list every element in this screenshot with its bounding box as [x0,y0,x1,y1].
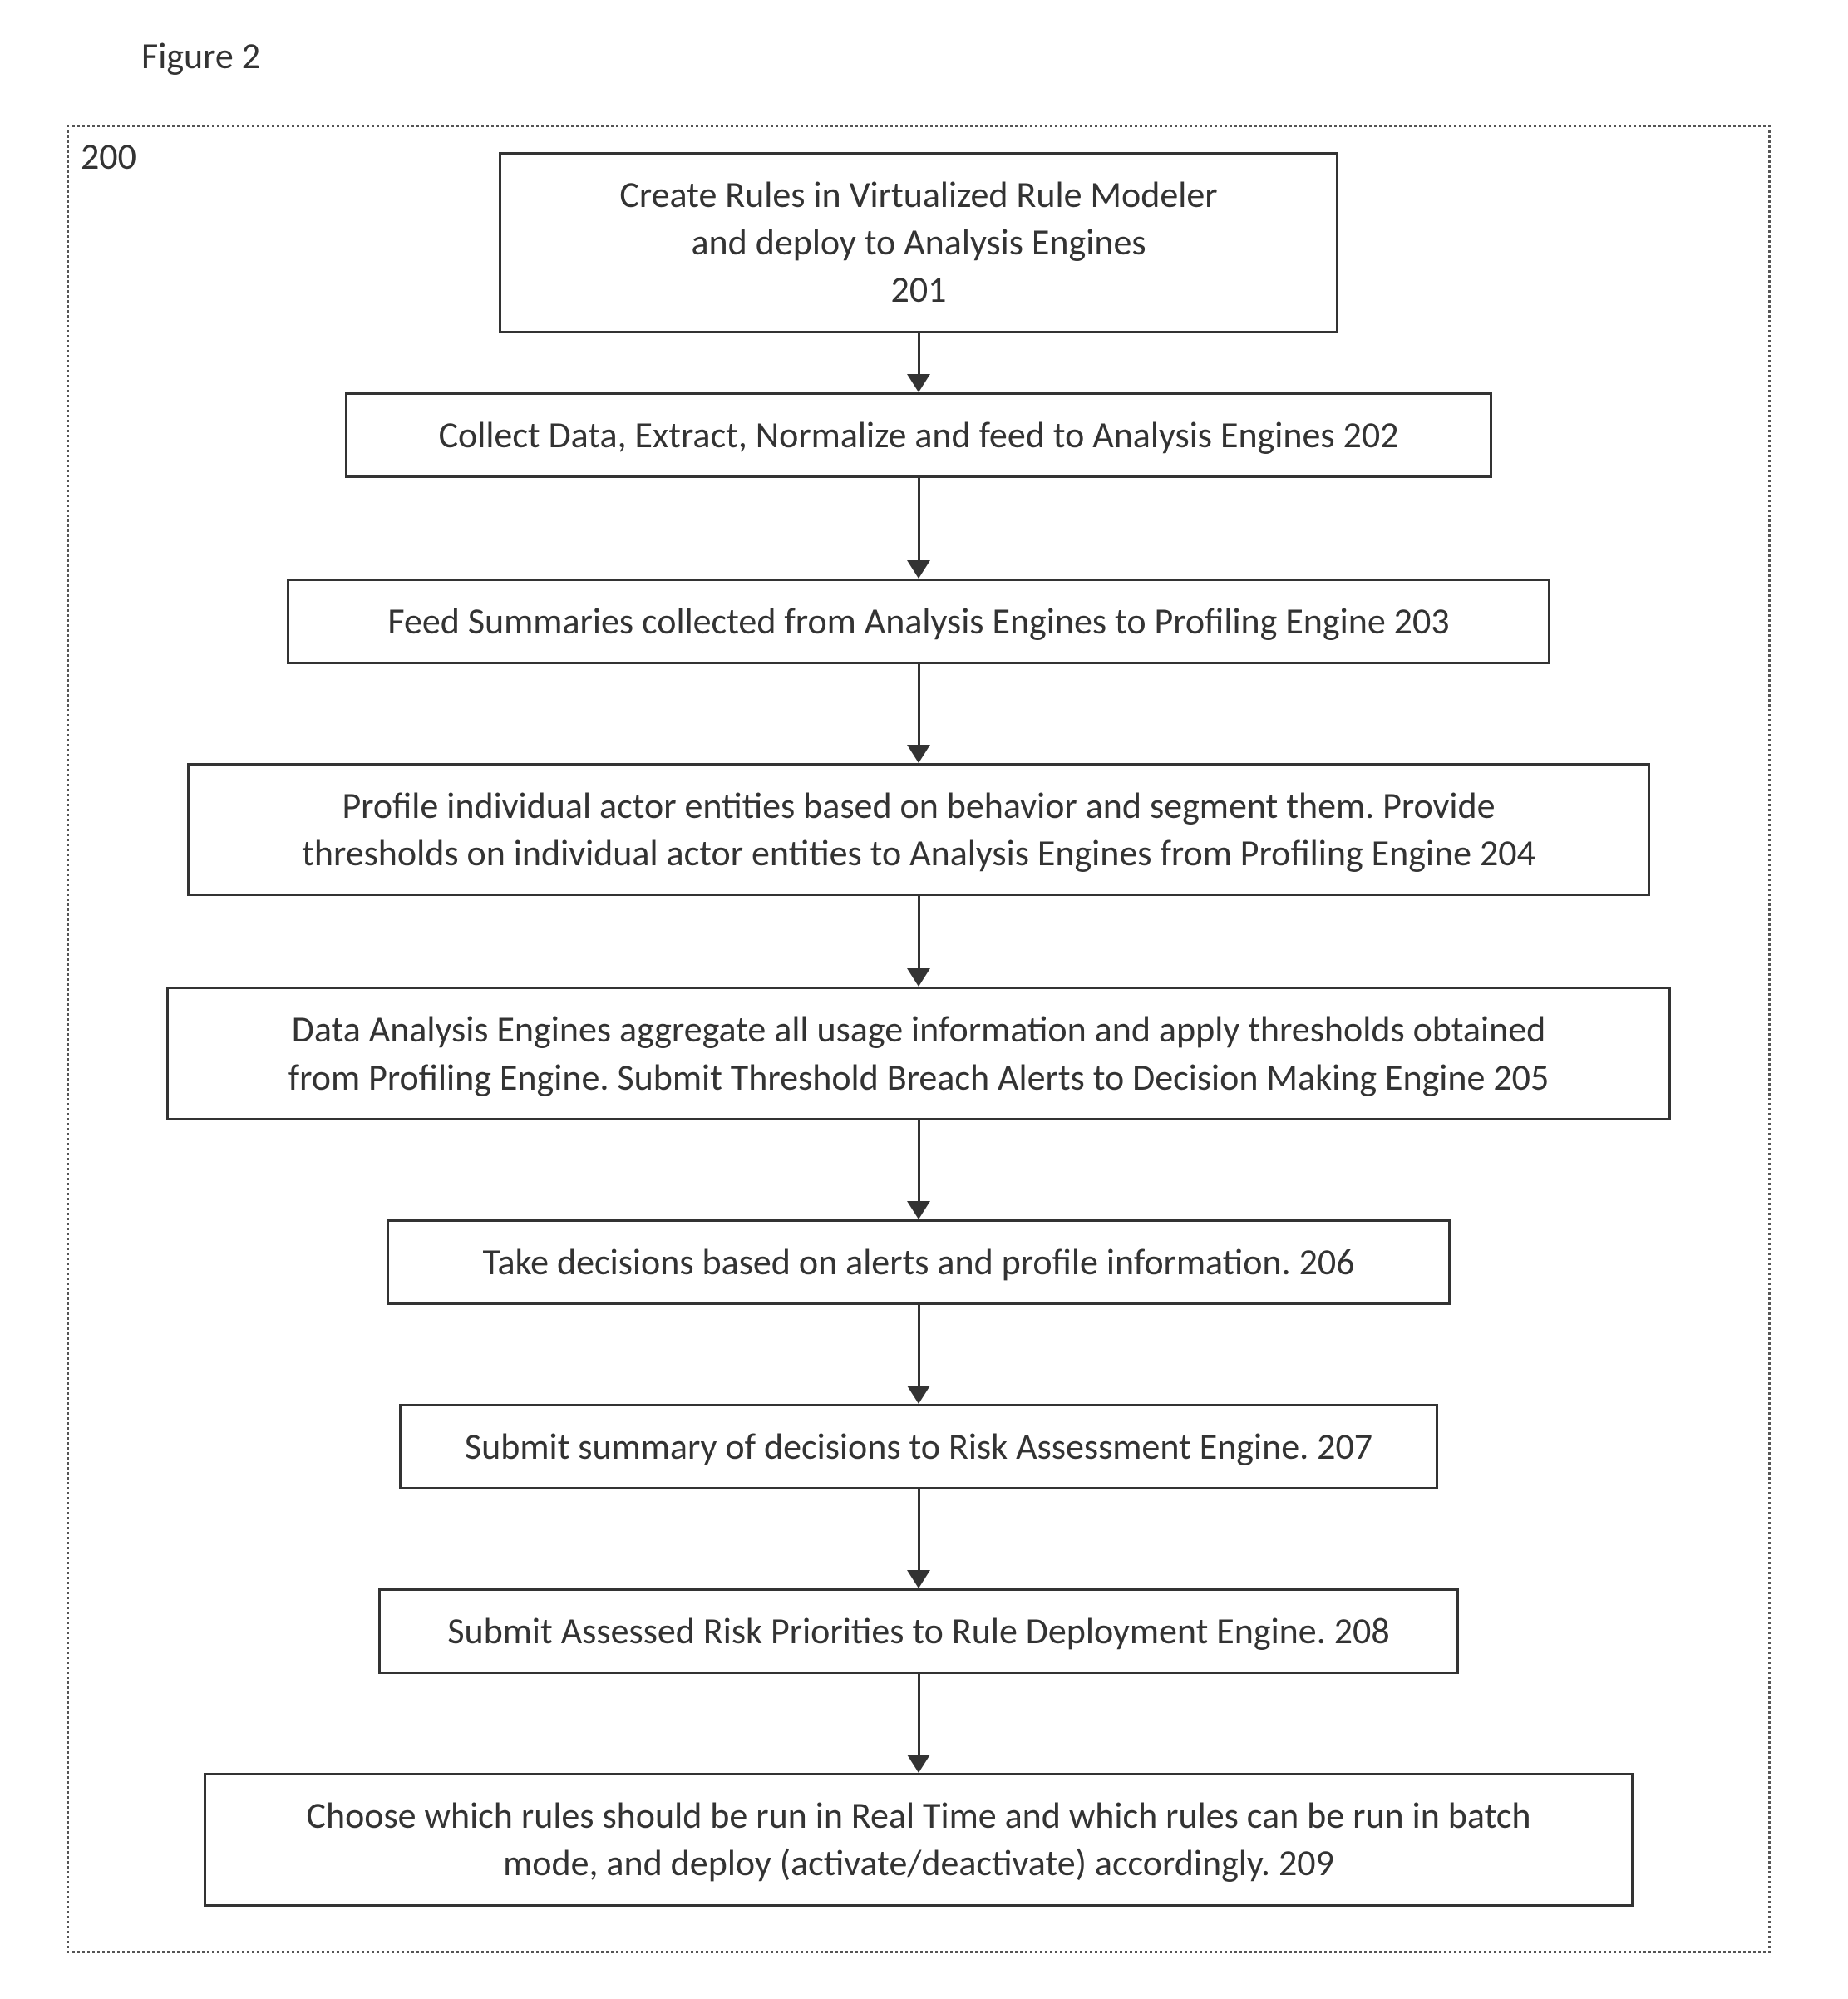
flow-node-203: Feed Summaries collected from Analysis E… [287,579,1550,664]
flow-node-208: Submit Assessed Risk Priorities to Rule … [378,1588,1459,1674]
flow-node-line: thresholds on individual actor entities … [302,830,1535,877]
flow-arrow [907,1674,930,1773]
flow-node-line: Take decisions based on alerts and profi… [483,1238,1355,1286]
page: Figure 2 200 Create Rules in Virtualized… [0,0,1848,1999]
flow-arrow [907,1489,930,1588]
flow-node-line: Data Analysis Engines aggregate all usag… [292,1006,1545,1053]
flow-node-line: Choose which rules should be run in Real… [306,1792,1530,1839]
flow-node-207: Submit summary of decisions to Risk Asse… [399,1404,1438,1489]
flow-node-204: Profile individual actor entities based … [187,763,1650,896]
flow-node-202: Collect Data, Extract, Normalize and fee… [345,392,1492,478]
flow-arrow [907,333,930,392]
flow-node-line: 201 [891,266,947,313]
flow-node-line: Profile individual actor entities based … [342,782,1495,830]
flow-node-line: and deploy to Analysis Engines [691,219,1146,266]
flow-node-209: Choose which rules should be run in Real… [204,1773,1634,1906]
flowchart-column: Create Rules in Virtualized Rule Modeler… [69,152,1768,1907]
flow-node-line: Collect Data, Extract, Normalize and fee… [439,411,1399,459]
flow-node-line: Submit Assessed Risk Priorities to Rule … [447,1608,1389,1655]
flow-arrow [907,896,930,987]
flow-node-line: Submit summary of decisions to Risk Asse… [465,1423,1372,1470]
flow-node-line: Create Rules in Virtualized Rule Modeler [619,171,1217,219]
flow-arrow [907,1305,930,1404]
flow-node-line: from Profiling Engine. Submit Threshold … [288,1054,1550,1101]
flow-arrow [907,1120,930,1219]
flow-arrow [907,478,930,579]
flow-node-206: Take decisions based on alerts and profi… [387,1219,1451,1305]
flow-node-line: Feed Summaries collected from Analysis E… [387,598,1449,645]
flow-node-205: Data Analysis Engines aggregate all usag… [166,987,1671,1120]
flow-node-line: mode, and deploy (activate/deactivate) a… [503,1839,1334,1887]
figure-label: Figure 2 [141,33,260,78]
flowchart-container: 200 Create Rules in Virtualized Rule Mod… [67,125,1771,1953]
flow-node-201: Create Rules in Virtualized Rule Modeler… [499,152,1338,333]
flow-arrow [907,664,930,763]
